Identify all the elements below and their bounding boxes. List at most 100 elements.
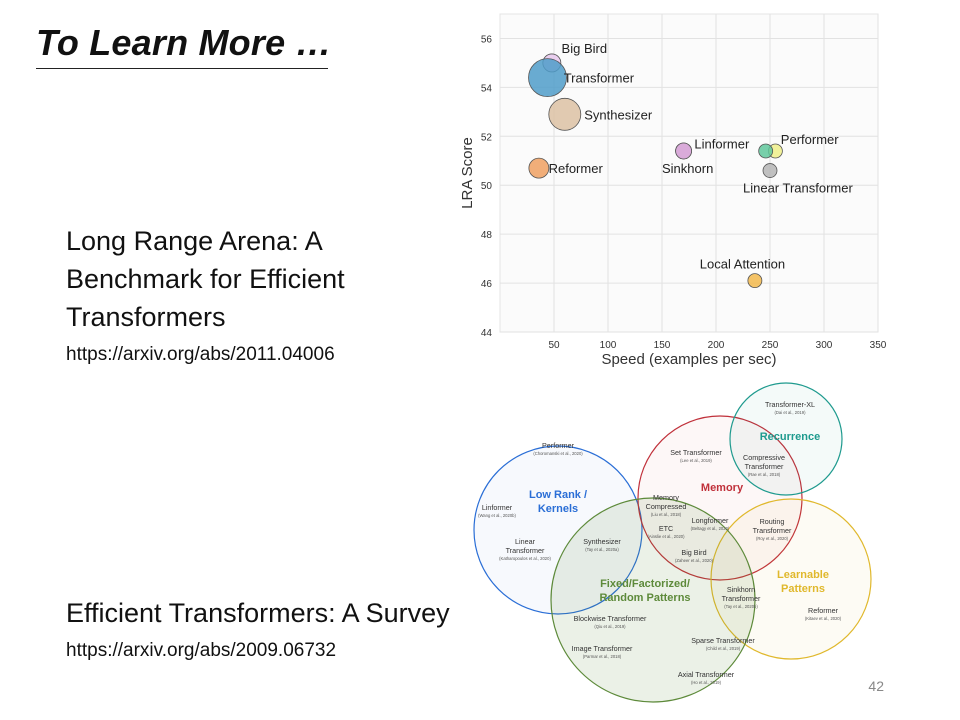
tick-labels: 50 100 150 200 250 300 350 44 46 48 50 52 54 56 (481, 34, 887, 351)
x-tick-label: 200 (708, 340, 725, 351)
fixed-title: Fixed/Factorized/ (600, 578, 690, 590)
fixed-title: Random Patterns (599, 592, 690, 604)
venn-item-cite: (Lee et al., 2019) (680, 458, 712, 463)
venn-item-image-transformer: Image Transformer(Parmar et al., 2018) (572, 644, 633, 659)
venn-item-name: Compressive (743, 453, 785, 462)
venn-item-name: Longformer (692, 516, 729, 525)
y-tick-label: 56 (481, 34, 493, 45)
venn-item-name: Axial Transformer (678, 670, 735, 679)
venn-item-longformer: Longformer(Beltagy et al., 2020) (691, 516, 730, 531)
x-tick-label: 350 (870, 340, 887, 351)
recurrence-title: Recurrence (760, 431, 821, 443)
point-label-local-attention: Local Attention (700, 257, 785, 272)
circle-fixed (550, 497, 756, 703)
point-performer (758, 143, 774, 159)
venn-item-sparse-transformer: Sparse Transformer(Child et al., 2019) (691, 636, 755, 651)
venn-item-cite: (Tay et al., 2020b) (724, 604, 758, 609)
venn-item-reformer: Reformer(Kitaev et al., 2020) (805, 606, 842, 621)
point-label-synthesizer: Synthesizer (584, 107, 653, 122)
x-axis-label: Speed (examples per sec) (601, 351, 776, 368)
page-number: 42 (868, 678, 884, 694)
venn-item-transformer-xl: Transformer-XL(Dai et al., 2019) (765, 400, 815, 415)
venn-item-cite: (Ho et al., 2019) (691, 680, 722, 685)
x-tick-label: 100 (600, 340, 617, 351)
venn-item-axial-transformer: Axial Transformer(Ho et al., 2019) (678, 670, 735, 685)
venn-item-name: Sinkhorn (727, 585, 755, 594)
point-local-attention (747, 273, 763, 289)
paper1-title-line: Long Range Arena: A (66, 226, 323, 256)
point-transformer (528, 58, 567, 97)
venn-item-name: Sparse Transformer (691, 636, 755, 645)
venn-item-cite: (Dai et al., 2019) (775, 410, 807, 415)
venn-item-big-bird: Big Bird(Zaheer et al., 2020) (675, 548, 714, 563)
venn-item-cite: (Beltagy et al., 2020) (691, 526, 730, 531)
paper1-title: Long Range Arena: A Benchmark for Effici… (66, 222, 426, 336)
y-tick-label: 44 (481, 328, 493, 339)
circle-low-rank (473, 445, 643, 615)
point-labels: Big Bird Transformer Synthesizer Reformer Li… (549, 41, 854, 271)
x-tick-label: 250 (762, 340, 779, 351)
venn-item-cite: (Child et al., 2019) (706, 646, 741, 651)
venn-item-name: Synthesizer (583, 537, 621, 546)
learnable-title: Patterns (781, 583, 825, 595)
y-tick-label: 54 (481, 83, 493, 94)
paper2-title: Efficient Transformers: A Survey (66, 598, 450, 628)
x-tick-label: 50 (548, 340, 560, 351)
venn-item-cite: (Liu et al., 2018) (651, 512, 682, 517)
circle-recurrence (729, 382, 843, 496)
venn-item-cite: (Tay et al., 2020a) (585, 547, 619, 552)
title-underline (36, 68, 328, 69)
y-axis-label: LRA Score (459, 137, 476, 209)
circle-memory (637, 415, 803, 581)
venn-item-cite: (Zaheer et al., 2020) (675, 558, 714, 563)
efficient-transformers-venn: Low Rank / Kernels Memory Recurrence Lea… (473, 382, 872, 703)
y-tick-label: 48 (481, 230, 493, 241)
memory-title: Memory (701, 482, 744, 494)
venn-item-name: Transformer (722, 594, 761, 603)
venn-item-performer: Performer(Choromanski et al., 2020) (533, 441, 583, 456)
low-rank-title: Kernels (538, 503, 578, 515)
paper1-title-line: Transformers (66, 302, 226, 332)
venn-item-linformer: Linformer(Wang et al., 2020b) (478, 503, 516, 518)
circle-learnable (710, 498, 872, 660)
venn-item-name: Linear (515, 537, 536, 546)
venn-item-name: Memory (653, 493, 679, 502)
paper2-url[interactable]: https://arxiv.org/abs/2009.06732 (66, 640, 337, 661)
venn-item-cite: (Kitaev et al., 2020) (805, 616, 842, 621)
venn-item-cite: (Rae et al., 2018) (748, 472, 781, 477)
venn-item-name: Reformer (808, 606, 839, 615)
venn-item-name: Routing (760, 517, 785, 526)
paper1-url[interactable]: https://arxiv.org/abs/2011.04006 (66, 344, 335, 365)
venn-item-name: Blockwise Transformer (574, 614, 647, 623)
slide-title: To Learn More … (36, 22, 332, 63)
venn-item-name: Set Transformer (670, 448, 722, 457)
venn-item-name: Transformer (753, 526, 792, 535)
venn-item-name: Big Bird (681, 548, 706, 557)
point-label-sinkhorn: Sinkhorn (662, 161, 713, 176)
venn-item-name: Transformer-XL (765, 400, 815, 409)
venn-item-cite: (Ainslie et al., 2020) (647, 534, 685, 539)
point-label-linformer: Linformer (694, 137, 750, 152)
venn-item-name: Transformer (745, 462, 784, 471)
venn-item-name: Image Transformer (572, 644, 633, 653)
learnable-title: Learnable (777, 569, 829, 581)
point-label-transformer: Transformer (564, 71, 635, 86)
venn-item-etc: ETC(Ainslie et al., 2020) (647, 524, 685, 539)
venn-item-cite: (Choromanski et al., 2020) (533, 451, 583, 456)
x-tick-label: 300 (816, 340, 833, 351)
paper1-title-line: Benchmark for Efficient (66, 264, 345, 294)
venn-item-cite: (Katharopoulos et al., 2020) (499, 556, 551, 561)
venn-item-name: Transformer (506, 546, 545, 555)
point-sinkhorn (675, 142, 693, 160)
y-tick-label: 46 (481, 279, 493, 290)
low-rank-title: Low Rank / (529, 489, 587, 501)
venn-item-cite: (Parmar et al., 2018) (583, 654, 622, 659)
lra-scatter-chart: 50 100 150 200 250 300 350 44 46 48 50 52 54 56 Big B… (459, 13, 887, 368)
point-reformer (528, 157, 550, 179)
venn-item-cite: (Qiu et al., 2019) (594, 624, 626, 629)
point-linear-transformer (762, 163, 778, 178)
